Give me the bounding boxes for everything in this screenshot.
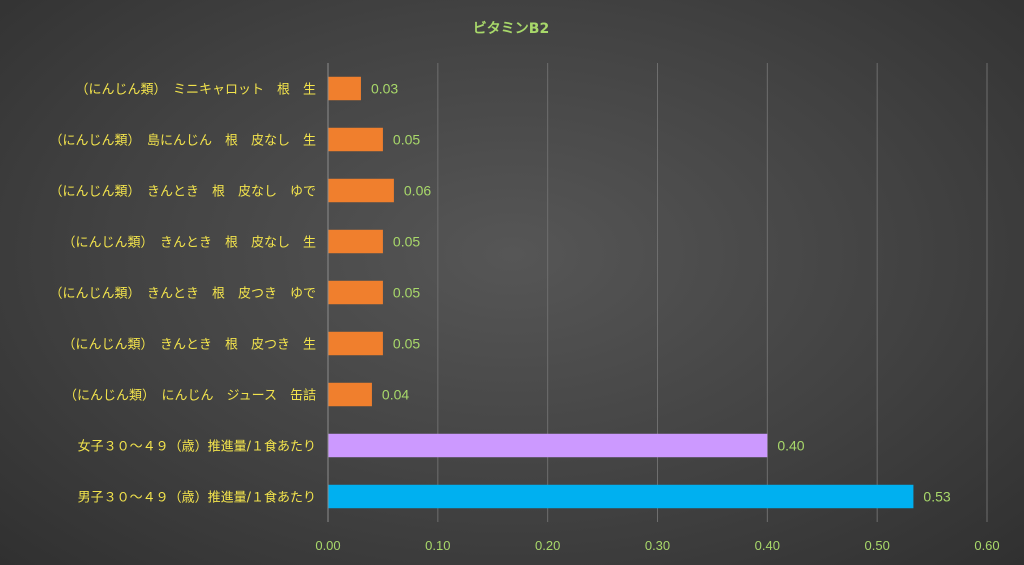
tick-label: 0.30	[645, 538, 670, 553]
category-label: （にんじん類） 島にんじん 根 皮なし 生	[49, 134, 316, 149]
bar	[328, 76, 361, 101]
category-label: 男子３０～４９（歳）推進量/１食あたり	[78, 490, 316, 506]
bar	[328, 229, 383, 254]
data-label: 0.40	[777, 438, 804, 454]
category-label: 女子３０～４９（歳）推進量/１食あたり	[78, 439, 316, 455]
tick-label: 0.60	[974, 538, 999, 553]
data-label: 0.05	[393, 234, 420, 250]
category-label: （にんじん類） きんとき 根 皮つき ゆで	[49, 287, 316, 302]
tick-label: 0.20	[535, 538, 560, 553]
category-label: （にんじん類） きんとき 根 皮つき 生	[62, 338, 316, 353]
category-label: （にんじん類） きんとき 根 皮なし 生	[62, 236, 316, 251]
bars	[328, 76, 914, 509]
bar	[328, 484, 914, 509]
data-label: 0.06	[404, 183, 431, 199]
data-labels: 0.03 0.05 0.06 0.05 0.05 0.05 0.04 0.40 0.53	[371, 81, 951, 505]
category-label: （にんじん類） きんとき 根 皮なし ゆで	[49, 185, 316, 200]
bar	[328, 127, 383, 152]
category-labels: （にんじん類） ミニキャロット 根 生 （にんじん類） 島にんじん 根 皮なし 生…	[49, 83, 316, 506]
tick-label: 0.10	[425, 538, 450, 553]
bar	[328, 382, 372, 407]
data-label: 0.05	[393, 132, 420, 148]
bar	[328, 331, 383, 356]
tick-label: 0.50	[865, 538, 890, 553]
bar	[328, 280, 383, 305]
category-label: （にんじん類） にんじん ジュース 缶詰	[64, 388, 316, 404]
chart-title: ビタミンB2	[473, 21, 549, 37]
tick-label: 0.40	[755, 538, 780, 553]
tick-label: 0.00	[315, 538, 340, 553]
data-label: 0.05	[393, 285, 420, 301]
data-label: 0.04	[382, 387, 409, 403]
bar	[328, 433, 768, 458]
data-label: 0.05	[393, 336, 420, 352]
x-axis-ticks: 0.00 0.10 0.20 0.30 0.40 0.50 0.60	[315, 538, 999, 553]
category-label: （にんじん類） ミニキャロット 根 生	[75, 83, 316, 98]
data-label: 0.53	[923, 489, 950, 505]
bar	[328, 178, 394, 203]
data-label: 0.03	[371, 81, 398, 97]
